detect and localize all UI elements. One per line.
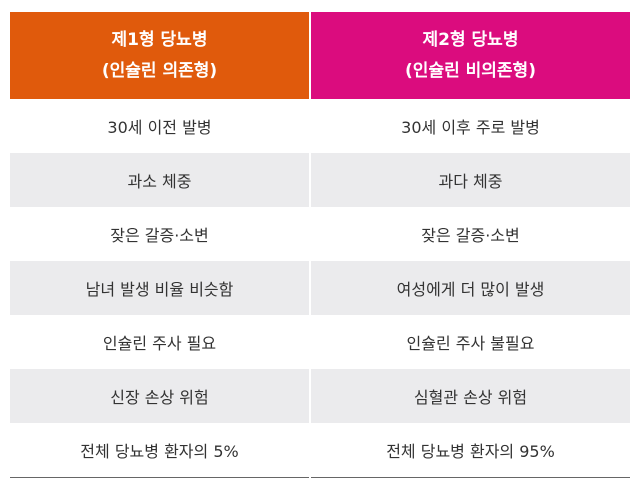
table-row: 30세 이전 발병 30세 이후 주로 발병 <box>10 99 630 153</box>
table-row: 신장 손상 위험 심혈관 손상 위험 <box>10 369 630 423</box>
header-type1-subtitle: (인슐린 의존형) <box>101 60 218 81</box>
table-row: 남녀 발생 비율 비슷함 여성에게 더 많이 발생 <box>10 261 630 315</box>
table-row: 과소 체중 과다 체중 <box>10 153 630 207</box>
header-type2: 제2형 당뇨병 (인슐린 비의존형) <box>310 12 630 99</box>
header-type2-subtitle: (인슐린 비의존형) <box>405 60 536 81</box>
type2-cell: 30세 이후 주로 발병 <box>310 99 630 153</box>
type1-cell: 잦은 갈증·소변 <box>10 207 311 261</box>
header-type1: 제1형 당뇨병 (인슐린 의존형) <box>10 12 311 99</box>
type1-cell: 인슐린 주사 필요 <box>10 315 311 369</box>
type2-cell: 잦은 갈증·소변 <box>310 207 630 261</box>
type1-cell: 과소 체중 <box>10 153 311 207</box>
type2-cell: 여성에게 더 많이 발생 <box>310 261 630 315</box>
type2-cell: 심혈관 손상 위험 <box>310 369 630 423</box>
type1-cell: 신장 손상 위험 <box>10 369 311 423</box>
type2-cell: 인슐린 주사 불필요 <box>310 315 630 369</box>
type1-cell: 30세 이전 발병 <box>10 99 311 153</box>
header-type1-title: 제1형 당뇨병 <box>111 29 208 50</box>
table-row: 잦은 갈증·소변 잦은 갈증·소변 <box>10 207 630 261</box>
header-type2-title: 제2형 당뇨병 <box>422 29 519 50</box>
type1-cell: 남녀 발생 비율 비슷함 <box>10 261 311 315</box>
table-row: 전체 당뇨병 환자의 5% 전체 당뇨병 환자의 95% <box>10 423 630 478</box>
type1-cell: 전체 당뇨병 환자의 5% <box>10 423 311 478</box>
comparison-table-container: 제1형 당뇨병 (인슐린 의존형) 제2형 당뇨병 (인슐린 비의존형) 30세… <box>10 12 630 478</box>
header-row: 제1형 당뇨병 (인슐린 의존형) 제2형 당뇨병 (인슐린 비의존형) <box>10 12 630 99</box>
diabetes-comparison-table: 제1형 당뇨병 (인슐린 의존형) 제2형 당뇨병 (인슐린 비의존형) 30세… <box>10 12 630 478</box>
table-row: 인슐린 주사 필요 인슐린 주사 불필요 <box>10 315 630 369</box>
type2-cell: 전체 당뇨병 환자의 95% <box>310 423 630 478</box>
type2-cell: 과다 체중 <box>310 153 630 207</box>
